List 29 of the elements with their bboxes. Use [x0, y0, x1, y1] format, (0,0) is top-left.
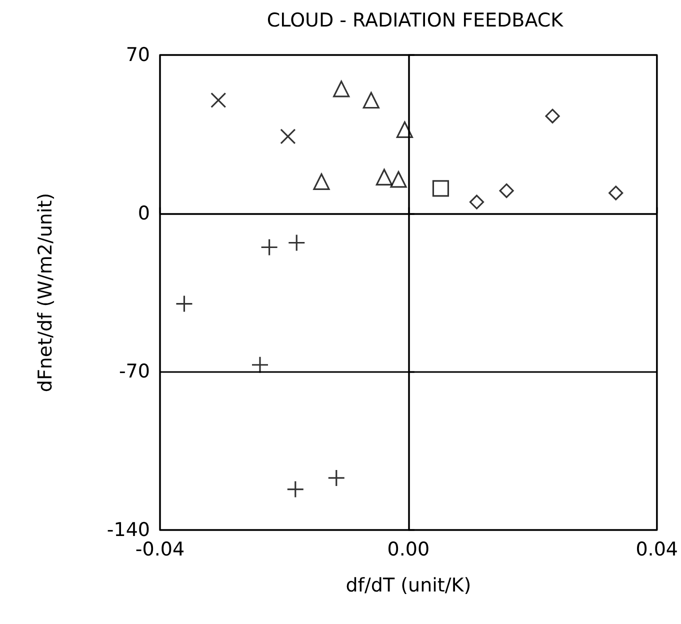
point [390, 171, 407, 188]
point [469, 194, 484, 210]
point [288, 234, 306, 252]
point [376, 168, 393, 186]
y-tick-label: -70 [118, 360, 150, 383]
x-tick-label: -0.04 [135, 538, 185, 560]
point [251, 356, 269, 374]
point [313, 173, 330, 190]
point [432, 180, 450, 197]
y-axis-title: dFnet/df (W/m2/unit) [34, 192, 56, 392]
chart-title: CLOUD - RADIATION FEEDBACK [266, 10, 564, 32]
point [545, 108, 560, 124]
x-tick-label: 0.04 [636, 538, 678, 560]
point [286, 480, 304, 498]
point [260, 238, 278, 256]
point [175, 295, 194, 313]
point [362, 92, 380, 109]
x-tick-label: 0.00 [387, 538, 430, 560]
y-tick-label: 70 [126, 44, 150, 66]
point [608, 186, 624, 200]
point [333, 80, 350, 98]
point [210, 92, 226, 108]
y-tick-label: -140 [106, 519, 150, 541]
point [328, 469, 346, 487]
y-tick-label: 0 [138, 202, 150, 224]
point [280, 128, 296, 144]
x-axis-title: df/dT (unit/K) [346, 574, 472, 596]
point [396, 121, 413, 138]
point [499, 183, 514, 198]
